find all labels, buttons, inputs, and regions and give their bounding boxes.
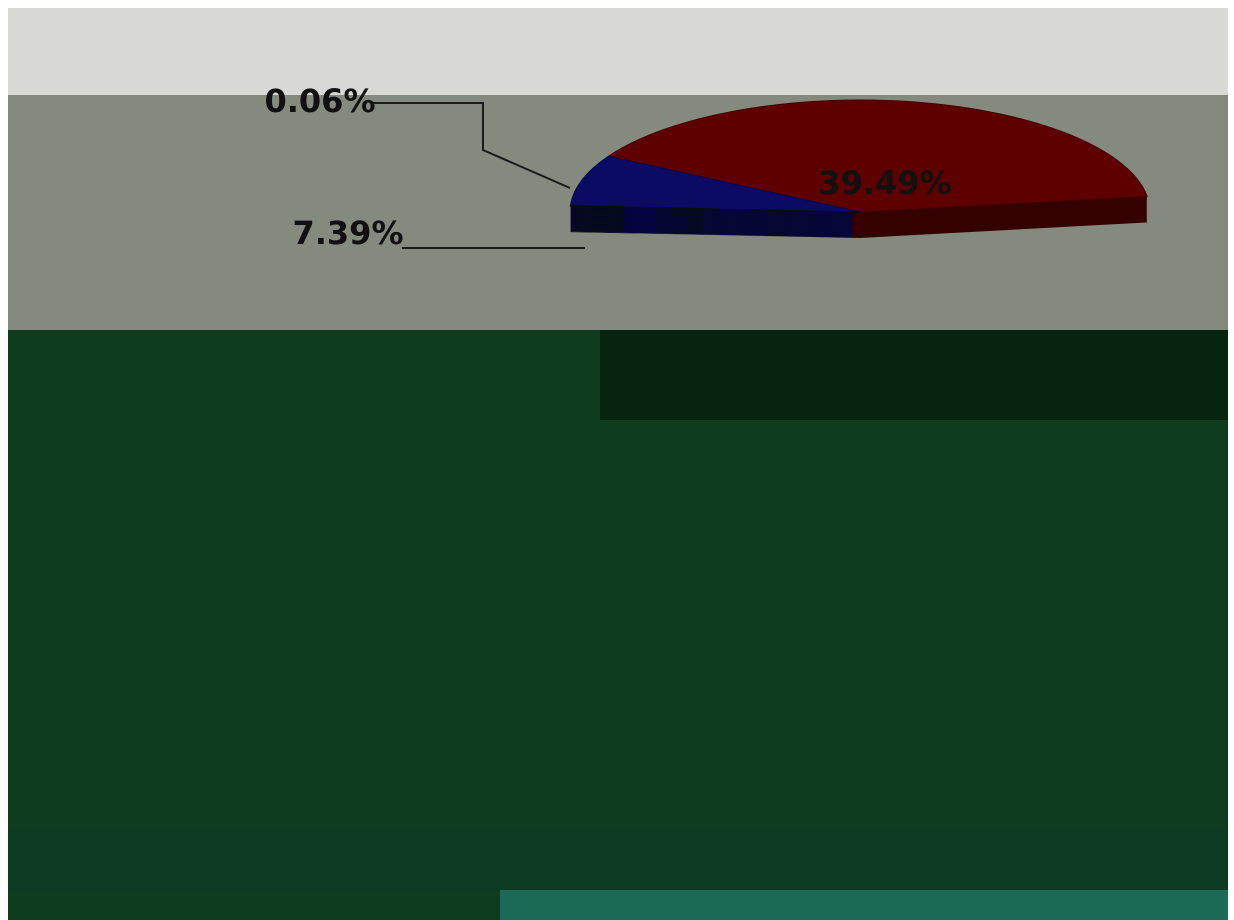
slice-side <box>570 213 860 220</box>
slice-side <box>570 219 860 226</box>
header-band <box>8 8 1228 98</box>
slice-side <box>570 227 860 234</box>
data-label: 0.06% <box>264 82 375 120</box>
data-label: 7.39% <box>292 214 403 252</box>
slice-side <box>570 223 860 230</box>
pie: 39.49% 7.39% 0.06% <box>264 82 1148 252</box>
slice-side <box>570 207 860 214</box>
pie-slice <box>607 99 1148 213</box>
legend-row <box>8 830 1228 890</box>
slice-side <box>570 211 860 218</box>
bottom-band <box>500 890 1228 920</box>
slice-side <box>570 231 860 238</box>
slice-side <box>570 221 860 228</box>
pie-slice <box>569 205 861 213</box>
slice-side <box>570 217 860 224</box>
data-label: 39.49% <box>818 164 951 202</box>
pie-slice <box>569 155 861 213</box>
leader-line <box>370 102 571 189</box>
slice-side <box>570 209 860 216</box>
slice-side <box>570 229 860 236</box>
lower-background <box>8 330 1228 920</box>
legend-band <box>600 330 1228 420</box>
slice-side <box>570 225 860 232</box>
slice-side <box>570 215 860 222</box>
